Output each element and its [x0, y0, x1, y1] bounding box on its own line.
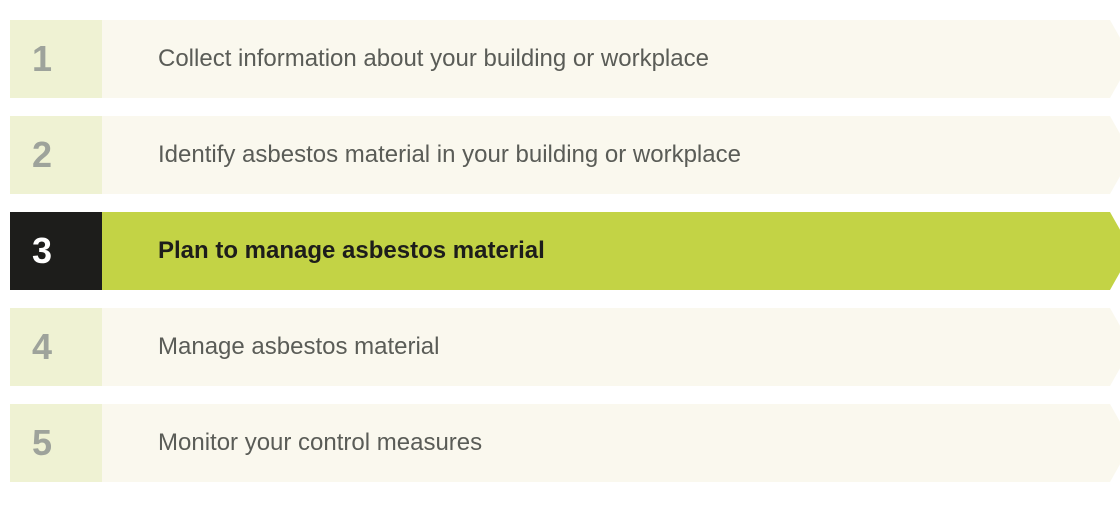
step-number-box: 3 [10, 212, 102, 290]
process-steps-diagram: 1 Collect information about your building… [10, 20, 1110, 482]
step-number: 2 [32, 134, 52, 176]
step-row-2: 2 Identify asbestos material in your buil… [10, 116, 1110, 194]
step-label-box: Monitor your control measures [102, 404, 1110, 482]
step-number: 3 [32, 230, 52, 272]
step-row-1: 1 Collect information about your building… [10, 20, 1110, 98]
step-number: 1 [32, 38, 52, 80]
step-number-box: 4 [10, 308, 102, 386]
step-label-box: Plan to manage asbestos material [102, 212, 1110, 290]
step-label-box: Manage asbestos material [102, 308, 1110, 386]
step-row-3: 3 Plan to manage asbestos material [10, 212, 1110, 290]
step-label-box: Collect information about your building … [102, 20, 1110, 98]
step-number-box: 2 [10, 116, 102, 194]
step-label: Collect information about your building … [158, 45, 709, 73]
step-number-box: 1 [10, 20, 102, 98]
step-label: Manage asbestos material [158, 333, 439, 361]
step-label: Plan to manage asbestos material [158, 237, 545, 265]
step-row-5: 5 Monitor your control measures [10, 404, 1110, 482]
step-number: 5 [32, 422, 52, 464]
step-label-box: Identify asbestos material in your build… [102, 116, 1110, 194]
step-row-4: 4 Manage asbestos material [10, 308, 1110, 386]
step-number-box: 5 [10, 404, 102, 482]
step-label: Identify asbestos material in your build… [158, 141, 741, 169]
step-number: 4 [32, 326, 52, 368]
step-label: Monitor your control measures [158, 429, 482, 457]
